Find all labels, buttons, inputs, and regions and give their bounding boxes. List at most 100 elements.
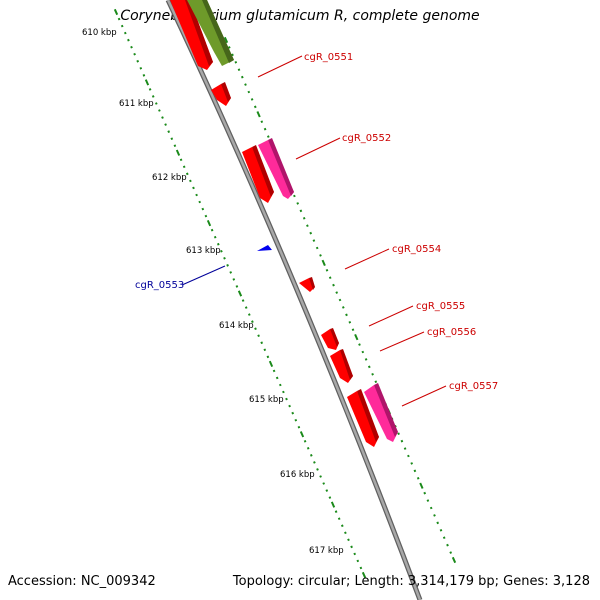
scale-tick — [309, 231, 313, 235]
scale-tick — [344, 531, 347, 535]
scale-tick — [244, 306, 248, 309]
scale-tick — [223, 36, 229, 44]
scale-tick — [148, 88, 152, 91]
genome-backbone — [165, 0, 423, 600]
scale-tick — [192, 186, 195, 190]
gene-label-cgR_0557[interactable]: cgR_0557 — [449, 381, 498, 392]
scale-tick — [347, 538, 350, 542]
scale-tick — [319, 254, 322, 257]
scale-tracks — [113, 8, 457, 579]
scale-tick — [154, 102, 158, 105]
scale-tick — [237, 290, 243, 297]
scale-tick — [142, 74, 146, 77]
scale-tick — [175, 149, 181, 156]
gene-arrow-cgR_0554[interactable] — [299, 277, 315, 292]
scale-tick — [328, 496, 332, 499]
gene-arrow-cgR_0557-red[interactable] — [347, 389, 379, 447]
scale-tick — [256, 111, 261, 118]
scale-tick — [330, 501, 336, 508]
scale-tick — [397, 432, 400, 436]
gene-label-cgR_0552[interactable]: cgR_0552 — [342, 133, 391, 144]
scale-tick — [436, 521, 440, 525]
scale-tick — [220, 249, 223, 253]
scale-tick — [173, 144, 177, 148]
scale-label: 617 kbp — [309, 546, 344, 556]
scale-tick — [296, 202, 300, 205]
scale-tick — [272, 369, 276, 373]
scale-tick — [288, 404, 291, 408]
gene-arrow-cgR_0552-pink[interactable] — [258, 138, 294, 199]
scale-tick — [359, 566, 363, 570]
gene-arrow-cgR_0557-pink[interactable] — [364, 383, 398, 442]
gene-label-cgR_0553[interactable]: cgR_0553 — [135, 280, 184, 291]
scale-tick — [241, 299, 245, 302]
scale-tick — [345, 313, 348, 317]
scale-tick — [303, 439, 307, 443]
gene-arrow-cgR_0556[interactable] — [330, 349, 353, 383]
scale-tick — [247, 90, 251, 94]
scale-tick — [299, 209, 303, 213]
scale-tick — [302, 216, 306, 220]
scale-tick — [309, 454, 313, 457]
scale-tick — [231, 53, 234, 57]
gene-arrow-cgR_0551[interactable] — [211, 82, 231, 106]
gene-label-cgR_0551[interactable]: cgR_0551 — [304, 52, 353, 63]
scale-tick — [268, 360, 274, 367]
scale-tick — [198, 200, 202, 204]
scale-tick — [335, 291, 339, 294]
scale-tick — [429, 506, 433, 510]
scale-tick — [322, 482, 326, 485]
scale-tick — [234, 60, 238, 64]
scale-tick — [247, 313, 251, 316]
scale-tick — [232, 278, 236, 281]
scale-tick — [325, 268, 329, 272]
gene-arrow-cgR_0552-red[interactable] — [242, 145, 274, 203]
gene-arrow-top-red[interactable] — [170, 0, 213, 70]
scale-tick — [260, 120, 264, 124]
gene-label-cgR_0556[interactable]: cgR_0556 — [427, 327, 476, 338]
scale-tick — [356, 559, 360, 563]
scale-tick — [206, 220, 212, 227]
gene-label-cgR_0554[interactable]: cgR_0554 — [392, 244, 441, 255]
scale-tick — [321, 259, 326, 266]
scale-label: 613 kbp — [186, 246, 221, 256]
topology-text: Topology: circular; Length: 3,314,179 bp… — [232, 574, 590, 589]
scale-tick — [416, 476, 420, 480]
scale-tick — [275, 376, 279, 380]
scale-tick — [127, 38, 130, 42]
scale-tick — [253, 105, 257, 109]
gene-arrow-olive[interactable] — [187, 0, 234, 66]
scale-tick — [266, 355, 270, 359]
scale-tick — [350, 545, 353, 549]
scale-tick — [423, 491, 427, 495]
scale-tick — [285, 397, 288, 401]
scale-tick — [419, 482, 424, 489]
scale-tick — [170, 137, 174, 141]
scale-tick — [117, 17, 121, 21]
scale-tick — [374, 380, 378, 384]
scale-tick — [144, 79, 150, 86]
scale-tick — [334, 510, 338, 513]
scale-tick — [413, 469, 417, 473]
scale-tick — [328, 276, 332, 280]
scale-tick — [223, 256, 226, 260]
scale-tick — [332, 283, 335, 287]
scale-tick — [433, 514, 436, 517]
gene-arrow-cgR_0555[interactable] — [321, 328, 339, 350]
gene-features — [170, 0, 398, 447]
scale-tick — [351, 328, 355, 332]
scale-tick — [338, 298, 342, 302]
scale-tick — [319, 475, 322, 478]
scale-tick — [257, 334, 260, 338]
scale-tick — [179, 158, 183, 162]
scale-tick — [235, 285, 239, 288]
scale-tick — [358, 343, 361, 346]
gene-arrow-cgR_0553[interactable] — [257, 245, 272, 251]
scale-tick — [340, 524, 344, 528]
scale-label: 612 kbp — [152, 173, 187, 183]
scale-tick — [306, 446, 310, 450]
leader-lines — [181, 55, 447, 407]
gene-label-cgR_0555[interactable]: cgR_0555 — [416, 301, 465, 312]
scale-tick — [293, 194, 296, 198]
